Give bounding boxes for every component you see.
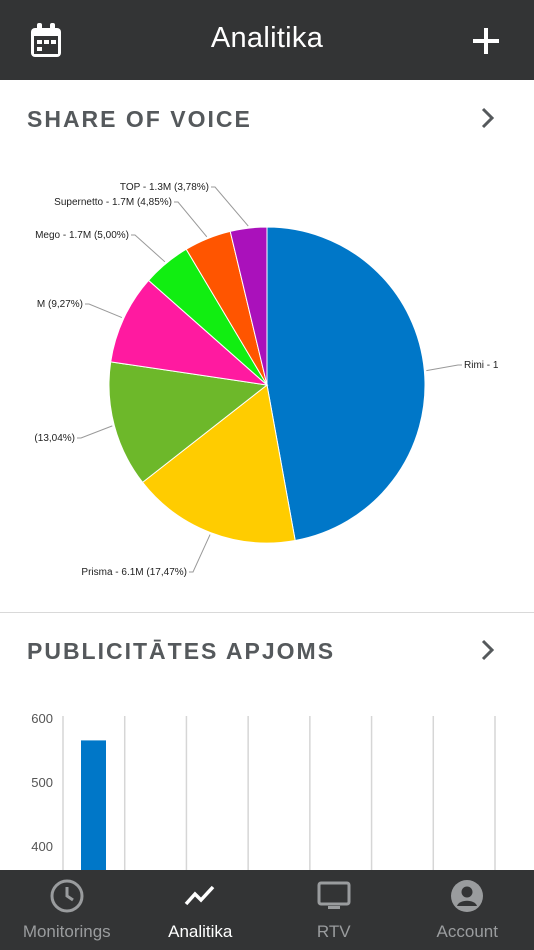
clock-icon [50,879,84,913]
tab-rtv[interactable]: RTV [267,870,401,950]
share-of-voice-pie-chart: Rimi - 1 Prisma - 6.1M (17,47%) (13,04%) M … [0,150,534,610]
pie-connector [426,364,462,372]
tab-label: Monitorings [22,922,111,941]
pie-slice[interactable] [141,384,296,544]
y-tick-label: 600 [31,711,53,726]
pie-connector [211,186,249,227]
pie-label: Prisma - 6.1M (17,47%) [81,567,187,578]
trend-icon [184,885,215,906]
pie-connector [77,425,113,439]
tab-account[interactable]: Account [401,870,534,950]
pie-label: Mego - 1.7M (5,00%) [35,230,129,241]
tab-label: Analitika [168,922,233,941]
share-of-voice-title[interactable]: SHARE OF VOICE [27,106,252,132]
tv-icon [317,881,351,909]
tab-label: Account [436,922,498,941]
pie-slice[interactable] [110,279,269,386]
y-tick-label: 500 [31,775,53,790]
top-bar: Analitika [0,0,534,80]
tab-analitika[interactable]: Analitika [134,870,268,950]
chevron-right-icon[interactable] [478,638,498,662]
page-title: Analitika [210,22,324,54]
tab-monitorings[interactable]: Monitorings [0,870,134,950]
pie-connector [85,303,123,319]
pie-label: (13,04%) [34,433,75,444]
chevron-right-icon[interactable] [478,106,498,130]
y-tick-label: 400 [31,839,53,854]
publicity-bar-chart: 400 500 600 [0,700,534,870]
pie-slice[interactable] [108,361,269,484]
calendar-icon[interactable] [28,22,64,60]
bottom-tab-bar: Monitorings Analitika RTV Account [0,870,534,950]
pie-connector [174,201,208,238]
pie-slice[interactable] [266,226,426,542]
plus-icon[interactable] [471,26,501,56]
pie-connector [189,534,211,573]
section-divider [0,612,534,613]
pie-label: Supernetto - 1.7M (4,85%) [54,197,172,208]
bar[interactable] [81,740,106,870]
tab-label: RTV [316,922,351,941]
pie-connector [131,234,166,263]
account-icon [451,880,484,912]
publicity-title[interactable]: PUBLICITĀTES APJOMS [27,638,336,664]
pie-label: Rimi - 1 [464,360,499,371]
pie-slice[interactable] [229,226,268,386]
pie-label: TOP - 1.3M (3,78%) [120,182,209,193]
pie-label: M (9,27%) [37,299,83,310]
